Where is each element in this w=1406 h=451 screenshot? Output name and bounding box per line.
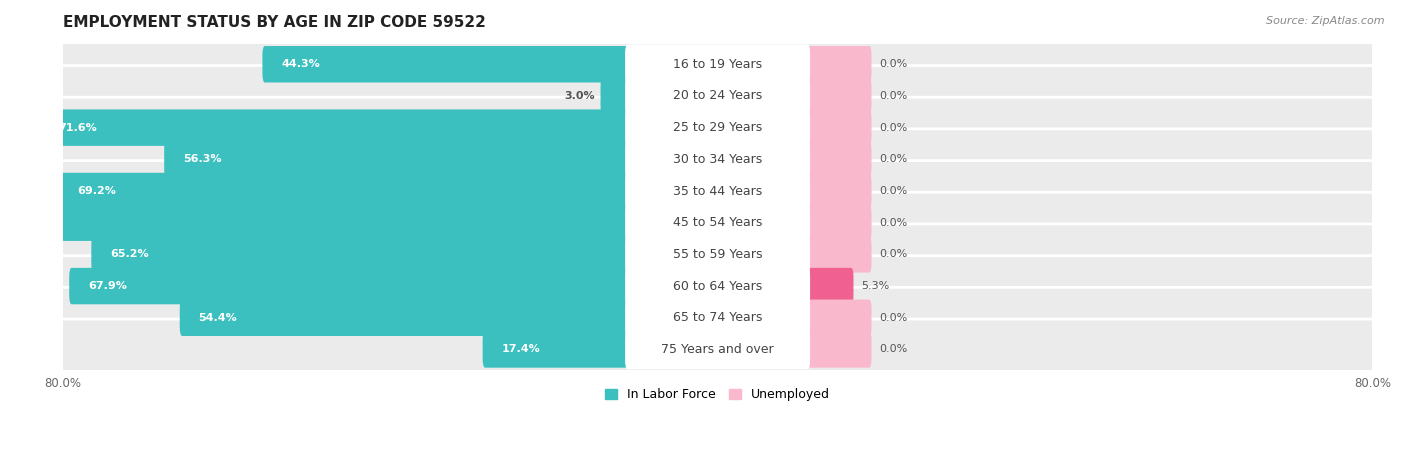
FancyBboxPatch shape	[806, 173, 872, 209]
FancyBboxPatch shape	[626, 171, 810, 211]
Text: Source: ZipAtlas.com: Source: ZipAtlas.com	[1267, 16, 1385, 26]
FancyBboxPatch shape	[165, 141, 630, 178]
Text: 69.2%: 69.2%	[77, 186, 117, 196]
Text: 0.0%: 0.0%	[879, 186, 907, 196]
FancyBboxPatch shape	[600, 78, 630, 114]
FancyBboxPatch shape	[806, 78, 872, 114]
Text: 0.0%: 0.0%	[879, 123, 907, 133]
FancyBboxPatch shape	[626, 203, 810, 243]
FancyBboxPatch shape	[59, 192, 1376, 253]
Text: 56.3%: 56.3%	[183, 154, 222, 164]
Text: 0.0%: 0.0%	[879, 91, 907, 101]
FancyBboxPatch shape	[626, 108, 810, 147]
FancyBboxPatch shape	[626, 235, 810, 274]
FancyBboxPatch shape	[806, 204, 872, 241]
Text: EMPLOYMENT STATUS BY AGE IN ZIP CODE 59522: EMPLOYMENT STATUS BY AGE IN ZIP CODE 595…	[63, 15, 485, 30]
Text: 65.2%: 65.2%	[110, 249, 149, 259]
Text: 5.3%: 5.3%	[860, 281, 889, 291]
FancyBboxPatch shape	[59, 97, 1376, 158]
Text: 75 Years and over: 75 Years and over	[661, 343, 773, 356]
FancyBboxPatch shape	[59, 173, 630, 209]
FancyBboxPatch shape	[59, 161, 1376, 221]
Text: 0.0%: 0.0%	[879, 313, 907, 323]
Text: 0.0%: 0.0%	[879, 154, 907, 164]
Text: 78.0%: 78.0%	[6, 218, 44, 228]
FancyBboxPatch shape	[626, 330, 810, 369]
FancyBboxPatch shape	[263, 46, 630, 83]
FancyBboxPatch shape	[59, 224, 1376, 285]
FancyBboxPatch shape	[59, 319, 1376, 380]
FancyBboxPatch shape	[59, 65, 1376, 126]
FancyBboxPatch shape	[69, 268, 630, 304]
FancyBboxPatch shape	[806, 236, 872, 272]
Text: 55 to 59 Years: 55 to 59 Years	[673, 248, 762, 261]
FancyBboxPatch shape	[91, 236, 630, 272]
Text: 45 to 54 Years: 45 to 54 Years	[673, 216, 762, 229]
FancyBboxPatch shape	[0, 204, 630, 241]
FancyBboxPatch shape	[59, 34, 1376, 95]
Text: 67.9%: 67.9%	[89, 281, 127, 291]
FancyBboxPatch shape	[806, 268, 853, 304]
Text: 54.4%: 54.4%	[198, 313, 238, 323]
Text: 44.3%: 44.3%	[281, 59, 321, 69]
Text: 20 to 24 Years: 20 to 24 Years	[673, 89, 762, 102]
Text: 0.0%: 0.0%	[879, 59, 907, 69]
Legend: In Labor Force, Unemployed: In Labor Force, Unemployed	[600, 383, 835, 406]
FancyBboxPatch shape	[626, 139, 810, 179]
Text: 60 to 64 Years: 60 to 64 Years	[673, 280, 762, 293]
FancyBboxPatch shape	[626, 45, 810, 84]
FancyBboxPatch shape	[482, 331, 630, 368]
FancyBboxPatch shape	[806, 110, 872, 146]
FancyBboxPatch shape	[59, 129, 1376, 190]
Text: 30 to 34 Years: 30 to 34 Years	[673, 153, 762, 166]
Text: 16 to 19 Years: 16 to 19 Years	[673, 58, 762, 71]
Text: 0.0%: 0.0%	[879, 218, 907, 228]
Text: 65 to 74 Years: 65 to 74 Years	[673, 311, 762, 324]
Text: 25 to 29 Years: 25 to 29 Years	[673, 121, 762, 134]
FancyBboxPatch shape	[39, 110, 630, 146]
FancyBboxPatch shape	[806, 141, 872, 178]
FancyBboxPatch shape	[806, 299, 872, 336]
FancyBboxPatch shape	[180, 299, 630, 336]
FancyBboxPatch shape	[626, 266, 810, 306]
FancyBboxPatch shape	[626, 76, 810, 116]
FancyBboxPatch shape	[59, 256, 1376, 317]
Text: 0.0%: 0.0%	[879, 249, 907, 259]
FancyBboxPatch shape	[806, 46, 872, 83]
FancyBboxPatch shape	[626, 298, 810, 337]
FancyBboxPatch shape	[59, 287, 1376, 348]
Text: 71.6%: 71.6%	[58, 123, 97, 133]
Text: 35 to 44 Years: 35 to 44 Years	[673, 184, 762, 198]
FancyBboxPatch shape	[806, 331, 872, 368]
Text: 3.0%: 3.0%	[564, 91, 595, 101]
Text: 17.4%: 17.4%	[502, 345, 540, 354]
Text: 0.0%: 0.0%	[879, 345, 907, 354]
